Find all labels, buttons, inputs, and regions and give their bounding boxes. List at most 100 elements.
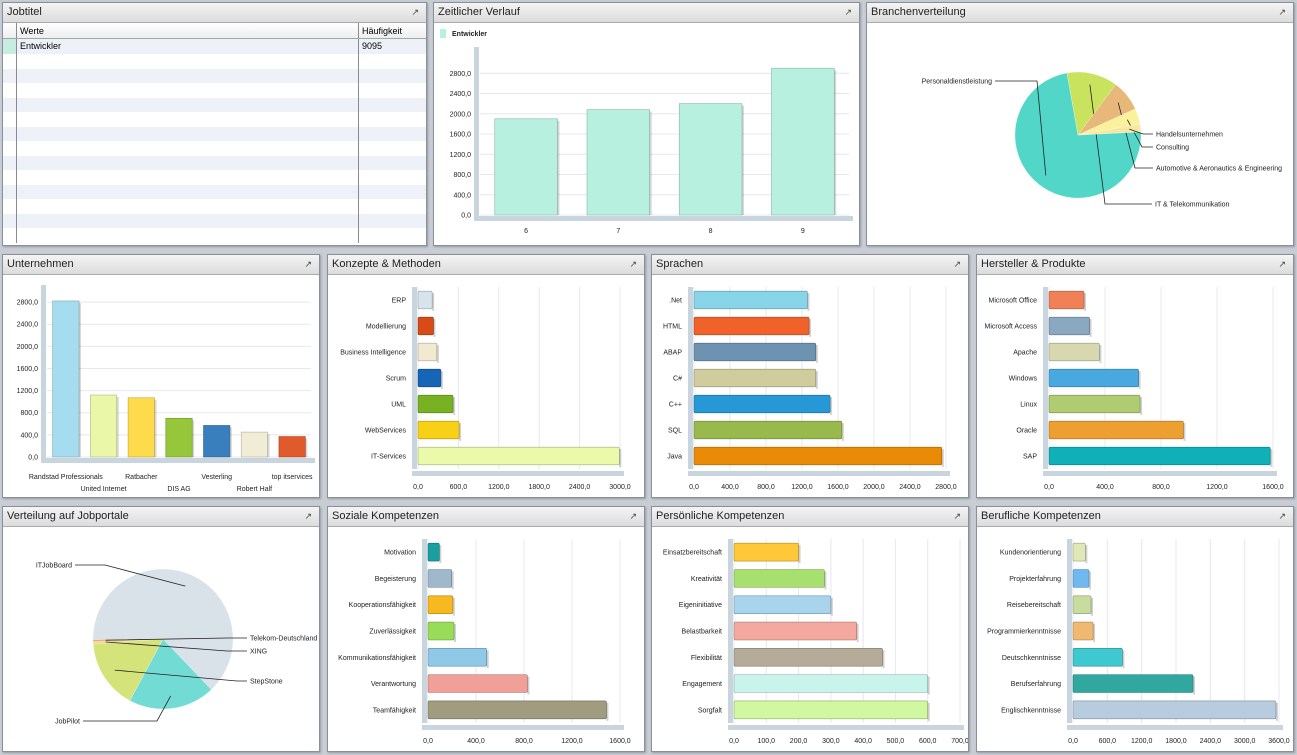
bar: [427, 700, 607, 720]
y-axis-rail: [728, 539, 733, 723]
column-header-haeufigkeit[interactable]: Häufigkeit: [362, 25, 403, 36]
bar-shadow: [834, 70, 837, 215]
maximize-icon[interactable]: ↗: [629, 259, 637, 269]
y-tick-label: 2400,0: [17, 322, 39, 329]
maximize-icon[interactable]: ↗: [1278, 7, 1286, 17]
maximize-icon[interactable]: ↗: [1278, 511, 1286, 521]
panel-title: Jobtitel: [7, 6, 42, 18]
y-tick-label: 400,0: [20, 432, 38, 439]
panel-header: Unternehmen ↗: [3, 255, 319, 275]
y-axis-rail: [41, 285, 46, 459]
x-tick-label: 600,0: [450, 484, 468, 491]
jobtitel-table: Werte Häufigkeit Entwickler 9095: [3, 23, 426, 245]
y-category-label: Java: [667, 454, 682, 461]
x-tick-label: 1600,0: [827, 484, 849, 491]
bar-shadow: [192, 420, 195, 457]
panel-zeitlicher-verlauf: Zeitlicher Verlauf ↗ 0,0 400,0 800,0 1200,0 1…: [433, 2, 860, 246]
panel-title: Zeitlicher Verlauf: [438, 6, 520, 18]
empty-table-row: [3, 228, 426, 243]
bar-shadow: [453, 397, 456, 415]
row-color-swatch: [3, 39, 17, 54]
bar-shadow: [1093, 624, 1096, 642]
y-category-label: WebServices: [365, 428, 407, 435]
bar: [693, 316, 810, 336]
bar: [240, 431, 268, 458]
column-header-werte[interactable]: Werte: [17, 23, 359, 38]
maximize-icon[interactable]: ↗: [844, 7, 852, 17]
empty-table-row: [3, 199, 426, 214]
bar-shadow: [1192, 676, 1195, 695]
bar: [417, 446, 620, 466]
y-tick-label: 1200,0: [450, 152, 472, 159]
cell-wert: Entwickler: [17, 39, 359, 54]
bar-shadow: [1091, 597, 1094, 616]
x-axis-rail: [688, 471, 950, 476]
y-category-label: HTML: [663, 324, 682, 331]
empty-table-row: [3, 170, 426, 185]
bar: [165, 417, 193, 458]
bar-shadow: [1183, 423, 1186, 441]
maximize-icon[interactable]: ↗: [1278, 259, 1286, 269]
y-category-label: Eigeninitiative: [679, 602, 722, 609]
y-category-label: Einsatzbereitschaft: [663, 550, 722, 557]
pie-slice: [1014, 72, 1142, 199]
bar-shadow: [927, 702, 930, 721]
x-tick-label: 0,0: [413, 484, 423, 491]
pie-leader-line: [1129, 128, 1153, 135]
x-tick-label: 3000,0: [1234, 738, 1256, 745]
bar-shadow: [824, 571, 827, 590]
panel-header: Verteilung auf Jobportale ↗: [3, 507, 319, 527]
empty-table-row: [3, 54, 426, 69]
maximize-icon[interactable]: ↗: [304, 259, 312, 269]
berufliche-chart: 0,0 600,0 1200,0 1800,0 2400,0 3000,0 3600,0 Ku…: [987, 539, 1290, 745]
cell-haeufigkeit: 9095: [362, 41, 383, 52]
x-tick-label: 1600,0: [1262, 484, 1284, 491]
x-tick-label: 1600,0: [609, 738, 631, 745]
y-tick-label: 2000,0: [17, 344, 39, 351]
bar-shadow: [807, 293, 810, 311]
maximize-icon[interactable]: ↗: [411, 7, 419, 17]
panel-header: Branchenverteilung ↗: [867, 3, 1293, 23]
bar-shadow: [1270, 449, 1273, 467]
bar-shadow: [305, 438, 308, 457]
panel-title: Unternehmen: [7, 258, 74, 270]
x-axis-rail: [412, 471, 624, 476]
y-tick-label: 0,0: [28, 455, 38, 462]
table-header: Werte Häufigkeit: [3, 23, 426, 39]
maximize-icon[interactable]: ↗: [953, 511, 961, 521]
bar: [427, 621, 455, 641]
maximize-icon[interactable]: ↗: [953, 259, 961, 269]
y-category-label: Kundenorientierung: [1000, 550, 1061, 557]
bar: [733, 674, 929, 693]
y-category-label: Zuverlässigkeit: [369, 629, 416, 636]
bar-shadow: [486, 650, 489, 669]
empty-table-row: [3, 184, 426, 199]
bar: [427, 542, 440, 562]
bar: [427, 595, 454, 614]
x-category-label: United Internet: [81, 486, 127, 493]
bar: [733, 595, 832, 614]
bar-shadow: [116, 397, 119, 457]
pie-leader-line: [83, 695, 172, 722]
panel-header: Berufliche Kompetenzen ↗: [977, 507, 1293, 527]
y-category-label: Teamfähigkeit: [373, 707, 416, 714]
bar-shadow: [798, 545, 801, 564]
bar: [1072, 674, 1194, 693]
maximize-icon[interactable]: ↗: [304, 511, 312, 521]
maximize-icon[interactable]: ↗: [629, 511, 637, 521]
bar: [693, 446, 943, 466]
x-tick-label: 200,0: [790, 738, 808, 745]
legend-label: Entwickler: [452, 31, 487, 38]
panel-branchenverteilung: Branchenverteilung ↗ Personaldienstleistu…: [866, 2, 1294, 246]
bar-shadow: [1275, 702, 1278, 721]
table-row[interactable]: Entwickler 9095: [3, 39, 426, 54]
bar: [1072, 542, 1086, 562]
bar: [693, 290, 808, 310]
bar-shadow: [741, 105, 744, 215]
bar-shadow: [1099, 345, 1102, 363]
bar: [1048, 290, 1085, 310]
bar: [1048, 342, 1100, 362]
x-tick-label: 800,0: [757, 484, 775, 491]
y-category-label: Business Intelligence: [340, 350, 406, 357]
bar-shadow: [1084, 293, 1086, 311]
